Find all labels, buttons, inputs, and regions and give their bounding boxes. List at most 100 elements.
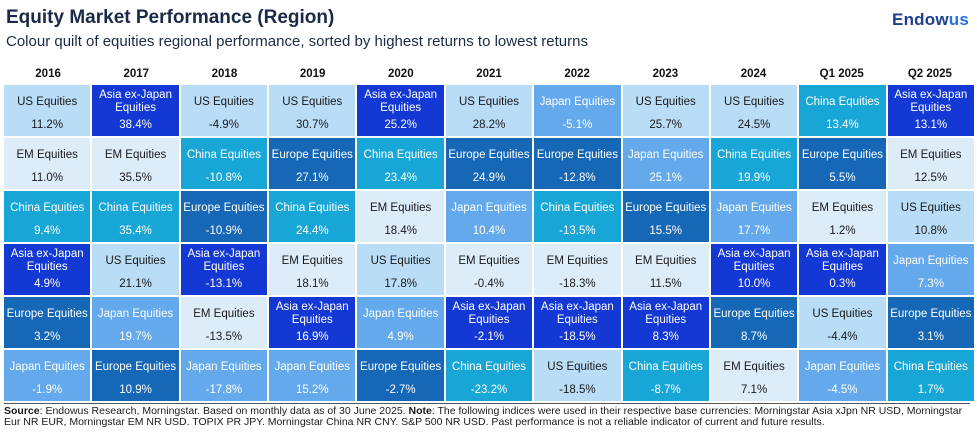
return-value: 7.1% (740, 384, 768, 396)
period-label: 2017 (123, 68, 150, 80)
quilt-cell: EM Equities 18.1% (269, 244, 356, 295)
quilt-cell: EM Equities -18.3% (534, 244, 621, 295)
return-value: 18.1% (295, 278, 329, 290)
region-label: EM Equities (546, 254, 609, 267)
quilt-cell: US Equities 17.8% (357, 244, 444, 295)
quilt-cell: Asia ex-Japan Equities 16.9% (269, 297, 356, 348)
region-label: Asia ex-Japan Equities (10, 248, 84, 273)
region-label: Europe Equities (890, 307, 972, 320)
note-text: : The following indices were used in the… (4, 405, 963, 428)
region-label: Asia ex-Japan Equities (894, 89, 968, 114)
region-label: US Equities (193, 95, 254, 108)
region-label: US Equities (17, 95, 78, 108)
quilt-cell: Europe Equities 5.5% (799, 138, 886, 189)
quilt-cell: Japan Equities 25.1% (622, 138, 709, 189)
quilt-cell: China Equities 19.9% (710, 138, 798, 189)
quilt-cell: Asia ex-Japan Equities -2.1% (445, 297, 533, 348)
return-value: 10.0% (737, 278, 771, 290)
quilt-cell: Europe Equities 8.7% (710, 297, 798, 348)
quilt-cell: Japan Equities -5.1% (534, 85, 621, 136)
quilt-cell: US Equities -4.9% (180, 85, 268, 136)
return-value: -10.8% (205, 172, 243, 184)
return-value: 19.9% (737, 172, 771, 184)
period-label: 2024 (740, 68, 767, 80)
region-label: EM Equities (193, 307, 255, 320)
return-value: 11.0% (31, 172, 64, 184)
quilt-cell: Europe Equities 10.9% (92, 350, 179, 401)
quilt-cell: China Equities 9.4% (4, 191, 91, 242)
return-value: 8.7% (740, 331, 768, 343)
region-label: US Equities (812, 307, 873, 320)
return-value: 24.5% (737, 119, 771, 131)
quilt-cell: EM Equities 12.5% (887, 138, 974, 189)
period-label: 2022 (564, 68, 590, 80)
return-value: -2.1% (473, 331, 505, 343)
quilt-cell: Japan Equities -4.5% (799, 350, 886, 401)
region-label: US Equities (900, 201, 961, 214)
quilt-cell: Japan Equities 19.7% (92, 297, 179, 348)
quilt-cell: EM Equities 7.1% (710, 350, 798, 401)
period-label: Q1 2025 (819, 68, 864, 80)
region-label: Asia ex-Japan Equities (452, 301, 526, 326)
region-label: EM Equities (723, 360, 785, 373)
return-value: 11.5% (649, 278, 682, 290)
quilt-cell: China Equities 1.7% (887, 350, 974, 401)
region-label: Asia ex-Japan Equities (99, 89, 172, 114)
return-value: 10.4% (472, 225, 506, 237)
return-value: 11.2% (31, 119, 64, 131)
return-value: -13.1% (205, 278, 243, 290)
return-value: 28.2% (472, 119, 506, 131)
quilt-cell: Europe Equities 27.1% (269, 138, 356, 189)
return-value: 0.3% (829, 278, 856, 290)
region-label: Europe Equities (360, 360, 442, 373)
quilt-cell: Europe Equities 3.2% (4, 297, 91, 348)
region-label: China Equities (805, 95, 880, 108)
region-label: Japan Equities (451, 201, 527, 214)
quilt-cell: US Equities -18.5% (534, 350, 621, 401)
quilt-cell: China Equities -23.2% (445, 350, 533, 401)
return-value: -13.5% (205, 331, 243, 343)
region-label: China Equities (186, 148, 261, 161)
quilt-cell: Europe Equities -2.7% (357, 350, 444, 401)
quilt-cell: US Equities 21.1% (92, 244, 179, 295)
return-value: -18.5% (559, 331, 596, 343)
return-value: -18.5% (559, 384, 596, 396)
return-value: 5.5% (829, 172, 856, 184)
quilt-cell: Japan Equities 15.2% (269, 350, 356, 401)
quilt-cell: US Equities 11.2% (4, 85, 91, 136)
return-value: 35.5% (119, 172, 152, 184)
quilt-cell: Asia ex-Japan Equities -13.1% (180, 244, 268, 295)
quilt-cell: EM Equities -0.4% (445, 244, 533, 295)
quilt-cell: Asia ex-Japan Equities 38.4% (92, 85, 179, 136)
return-value: 3.1% (917, 331, 944, 343)
region-label: Japan Equities (362, 307, 439, 320)
return-value: -4.4% (827, 331, 858, 343)
quilt-cell: Japan Equities 7.3% (887, 244, 974, 295)
return-value: 38.4% (119, 119, 152, 131)
return-value: -1.9% (32, 384, 63, 396)
region-label: EM Equities (16, 148, 78, 161)
return-value: 1.2% (829, 225, 856, 237)
return-value: 21.1% (119, 278, 152, 290)
period-label: 2016 (35, 68, 61, 80)
return-value: 9.4% (34, 225, 61, 237)
return-value: 30.7% (295, 119, 329, 131)
region-label: Asia ex-Japan Equities (540, 301, 614, 326)
region-label: Japan Equities (186, 360, 262, 373)
region-label: China Equities (98, 201, 173, 214)
quilt-cell: Asia ex-Japan Equities 13.1% (887, 85, 974, 136)
return-value: 25.7% (649, 119, 683, 131)
region-label: Europe Equities (536, 148, 618, 161)
quilt-cell: US Equities 30.7% (269, 85, 356, 136)
period-label: 2020 (388, 68, 414, 80)
region-label: EM Equities (104, 148, 167, 161)
period-label: 2018 (211, 68, 238, 80)
region-label: Europe Equities (801, 148, 884, 161)
region-label: Japan Equities (97, 307, 174, 320)
quilt-cell: US Equities 25.7% (622, 85, 709, 136)
region-label: Europe Equities (448, 148, 530, 161)
region-label: EM Equities (281, 254, 343, 267)
return-value: -5.1% (562, 119, 593, 131)
quilt-cell: Europe Equities -12.8% (534, 138, 621, 189)
region-label: Japan Equities (804, 360, 881, 373)
